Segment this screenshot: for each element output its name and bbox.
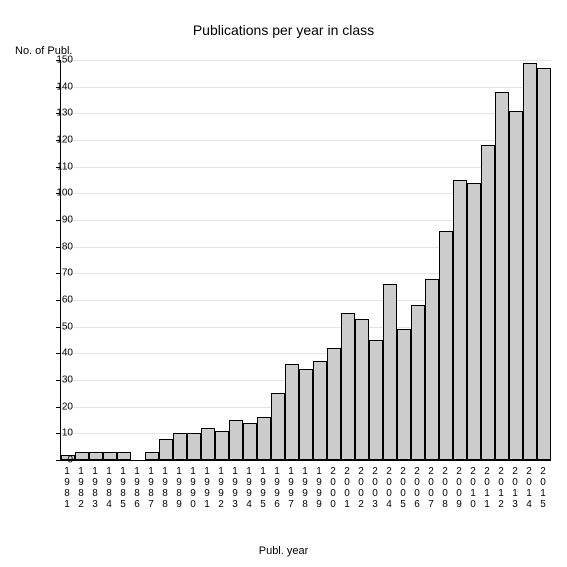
y-tick-label: 150 <box>33 55 73 66</box>
bar <box>425 279 439 460</box>
y-tick-label: 50 <box>33 321 73 332</box>
y-tick-label: 140 <box>33 81 73 92</box>
x-tick-label: 1999 <box>312 466 326 510</box>
chart-title: Publications per year in class <box>0 22 567 38</box>
y-tick-label: 20 <box>33 401 73 412</box>
bar <box>327 348 341 460</box>
bar <box>159 439 173 460</box>
y-tick-label: 70 <box>33 268 73 279</box>
x-tick-label: 2013 <box>508 466 522 510</box>
bar <box>341 313 355 460</box>
x-tick-label: 1997 <box>284 466 298 510</box>
y-tick-label: 110 <box>33 161 73 172</box>
bar <box>215 431 229 460</box>
x-tick-label: 1995 <box>256 466 270 510</box>
y-tick-label: 10 <box>33 428 73 439</box>
x-tick-label: 2012 <box>494 466 508 510</box>
x-tick-label: 2008 <box>438 466 452 510</box>
y-tick-label: 60 <box>33 295 73 306</box>
x-axis-title: Publ. year <box>0 545 567 557</box>
bar <box>523 63 537 460</box>
bar <box>355 319 369 460</box>
x-tick-label: 2015 <box>536 466 550 510</box>
x-tick-label: 2011 <box>480 466 494 510</box>
bar <box>411 305 425 460</box>
x-tick-label: 1986 <box>130 466 144 510</box>
gridline <box>61 60 551 61</box>
x-tick-label: 1993 <box>228 466 242 510</box>
x-tick-label: 1984 <box>102 466 116 510</box>
bar <box>285 364 299 460</box>
x-tick-label: 1987 <box>144 466 158 510</box>
bar <box>201 428 215 460</box>
gridline <box>61 113 551 114</box>
publications-chart: Publications per year in class No. of Pu… <box>0 0 567 567</box>
x-tick-label: 2001 <box>340 466 354 510</box>
x-tick-label: 2006 <box>410 466 424 510</box>
y-tick-label: 80 <box>33 241 73 252</box>
bar <box>467 183 481 460</box>
x-tick-label: 1989 <box>172 466 186 510</box>
bar <box>117 452 131 460</box>
x-tick-label: 1991 <box>200 466 214 510</box>
x-tick-label: 1992 <box>214 466 228 510</box>
bar <box>173 433 187 460</box>
gridline <box>61 167 551 168</box>
x-tick-label: 2014 <box>522 466 536 510</box>
y-tick-label: 90 <box>33 215 73 226</box>
bar <box>481 145 495 460</box>
bar <box>495 92 509 460</box>
bar <box>187 433 201 460</box>
x-tick-label: 2004 <box>382 466 396 510</box>
bar <box>369 340 383 460</box>
bar <box>313 361 327 460</box>
y-tick-label: 30 <box>33 375 73 386</box>
bar <box>257 417 271 460</box>
bar <box>243 423 257 460</box>
plot-area <box>60 60 551 461</box>
bar <box>453 180 467 460</box>
y-tick-label: 100 <box>33 188 73 199</box>
bar <box>229 420 243 460</box>
y-tick-label: 130 <box>33 108 73 119</box>
bar <box>509 111 523 460</box>
x-tick-label: 1985 <box>116 466 130 510</box>
bar <box>75 452 89 460</box>
bar <box>439 231 453 460</box>
gridline <box>61 140 551 141</box>
x-tick-label: 2005 <box>396 466 410 510</box>
x-tick-label: 1998 <box>298 466 312 510</box>
bar <box>397 329 411 460</box>
bar <box>145 452 159 460</box>
x-tick-label: 2000 <box>326 466 340 510</box>
y-tick-label: 40 <box>33 348 73 359</box>
gridline <box>61 87 551 88</box>
x-tick-label: 2003 <box>368 466 382 510</box>
x-tick-label: 1983 <box>88 466 102 510</box>
x-tick-label: 2002 <box>354 466 368 510</box>
x-tick-label: 1988 <box>158 466 172 510</box>
y-tick-label: 0 <box>33 455 73 466</box>
bar <box>299 369 313 460</box>
x-tick-label: 1981 <box>60 466 74 510</box>
bar <box>89 452 103 460</box>
x-tick-label: 2010 <box>466 466 480 510</box>
x-tick-label: 2007 <box>424 466 438 510</box>
bar <box>537 68 551 460</box>
y-tick-label: 120 <box>33 135 73 146</box>
x-tick-label: 1990 <box>186 466 200 510</box>
x-tick-label: 1982 <box>74 466 88 510</box>
bar <box>383 284 397 460</box>
x-tick-label: 1994 <box>242 466 256 510</box>
x-tick-label: 1996 <box>270 466 284 510</box>
bar <box>271 393 285 460</box>
x-tick-label: 2009 <box>452 466 466 510</box>
bar <box>103 452 117 460</box>
